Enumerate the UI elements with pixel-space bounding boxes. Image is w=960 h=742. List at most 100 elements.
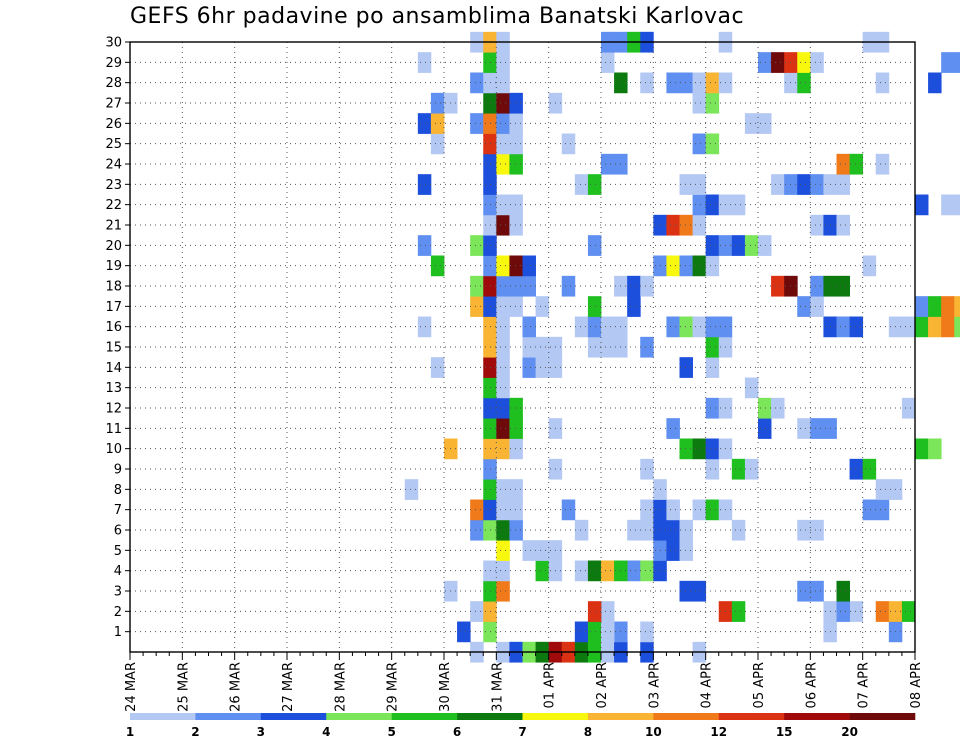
- heatmap-cell: [928, 296, 942, 317]
- heatmap-cell: [758, 397, 772, 419]
- heatmap-cell: [640, 275, 654, 297]
- heatmap-cell: [758, 418, 772, 439]
- x-tick-label: 29 MAR: [386, 662, 401, 712]
- heatmap-cell: [587, 296, 602, 317]
- heatmap-cell: [915, 438, 929, 460]
- heatmap-cell: [692, 580, 707, 602]
- heatmap-cell: [535, 336, 550, 358]
- x-tick-label: 04 APR: [700, 662, 715, 708]
- heatmap-cell: [404, 479, 419, 500]
- y-tick-label: 29: [105, 56, 122, 71]
- legend-label: 5: [387, 725, 395, 739]
- heatmap-cell: [509, 214, 523, 236]
- heatmap-cell: [522, 275, 536, 297]
- heatmap-cell: [496, 438, 510, 460]
- legend-swatch: [849, 713, 916, 720]
- heatmap-cell: [836, 275, 850, 297]
- heatmap-cell: [666, 255, 680, 277]
- chart-title: GEFS 6hr padavine po ansamblima Banatski…: [130, 4, 745, 29]
- heatmap-cell: [574, 316, 589, 338]
- heatmap-cell: [758, 113, 772, 134]
- heatmap-cell: [862, 458, 877, 480]
- heatmap-cell: [496, 560, 510, 582]
- heatmap-cell: [470, 235, 484, 256]
- heatmap-cell: [744, 377, 759, 399]
- heatmap-cell: [601, 52, 615, 73]
- heatmap-cell: [496, 113, 510, 134]
- y-tick-label: 30: [105, 36, 122, 51]
- heatmap-cell: [457, 621, 471, 643]
- heatmap-cell: [915, 194, 929, 216]
- heatmap-cell: [496, 133, 510, 155]
- y-tick-label: 14: [105, 361, 122, 376]
- heatmap-cell: [692, 72, 707, 94]
- heatmap-cell: [679, 438, 693, 460]
- y-tick-label: 27: [105, 97, 122, 112]
- heatmap-cell: [496, 72, 510, 94]
- heatmap-cell: [797, 296, 811, 317]
- y-tick-label: 3: [114, 585, 122, 600]
- heatmap-cell: [587, 601, 602, 622]
- heatmap-cell: [587, 316, 602, 338]
- heatmap-cell: [496, 214, 510, 236]
- heatmap-cell: [849, 153, 864, 175]
- heatmap-cell: [470, 601, 484, 622]
- heatmap-cell: [627, 275, 641, 297]
- heatmap-cell: [640, 72, 654, 94]
- heatmap-cell: [744, 235, 759, 256]
- heatmap-cell: [875, 479, 890, 500]
- heatmap-cell: [587, 174, 602, 195]
- y-tick-label: 7: [114, 503, 122, 518]
- y-tick-label: 4: [114, 564, 122, 579]
- heatmap-cell: [496, 499, 510, 521]
- heatmap-cell: [941, 316, 955, 338]
- heatmap-cell: [470, 72, 484, 94]
- heatmap-cell: [561, 133, 576, 155]
- heatmap-cell: [509, 113, 523, 134]
- heatmap-cell: [666, 72, 680, 94]
- heatmap-cell: [771, 397, 785, 419]
- heatmap-cell: [731, 458, 746, 480]
- heatmap-cell: [483, 214, 497, 236]
- y-tick-label: 2: [114, 605, 122, 620]
- heatmap-cell: [954, 296, 960, 317]
- heatmap-cell: [430, 92, 445, 114]
- heatmap-cell: [561, 499, 576, 521]
- heatmap-cell: [417, 235, 432, 256]
- heatmap-cell: [496, 519, 510, 541]
- heatmap-cell: [483, 174, 497, 195]
- heatmap-cell: [483, 560, 497, 582]
- heatmap-cell: [509, 519, 523, 541]
- heatmap-cell: [862, 499, 877, 521]
- heatmap-cell: [705, 397, 720, 419]
- legend-label: 1: [126, 725, 134, 739]
- heatmap-cell: [692, 174, 707, 195]
- heatmap-cell: [810, 580, 824, 602]
- x-tick-label: 02 APR: [595, 662, 610, 708]
- heatmap-cell: [640, 621, 654, 643]
- heatmap-cell: [483, 316, 497, 338]
- heatmap-cell: [679, 72, 693, 94]
- x-tick-label: 03 APR: [647, 662, 662, 708]
- heatmap-cell: [496, 153, 510, 175]
- heatmap-cell: [496, 418, 510, 439]
- y-tick-label: 1: [114, 625, 122, 640]
- y-tick-label: 11: [105, 422, 122, 437]
- heatmap-cell: [587, 336, 602, 358]
- heatmap-cell: [496, 296, 510, 317]
- heatmap-cell: [640, 499, 654, 521]
- heatmap-cell: [483, 438, 497, 460]
- heatmap-cell: [496, 194, 510, 216]
- heatmap-cell: [692, 194, 707, 216]
- heatmap-cell: [915, 316, 929, 338]
- heatmap-cell: [666, 214, 680, 236]
- x-tick-label: 30 MAR: [438, 662, 453, 712]
- heatmap-cell: [836, 601, 850, 622]
- heatmap-cell: [849, 458, 864, 480]
- legend-swatch: [522, 713, 589, 720]
- heatmap-cell: [496, 540, 510, 561]
- heatmap-cell: [496, 316, 510, 338]
- y-tick-label: 12: [105, 402, 122, 417]
- heatmap-cell: [836, 580, 850, 602]
- heatmap-cell: [483, 519, 497, 541]
